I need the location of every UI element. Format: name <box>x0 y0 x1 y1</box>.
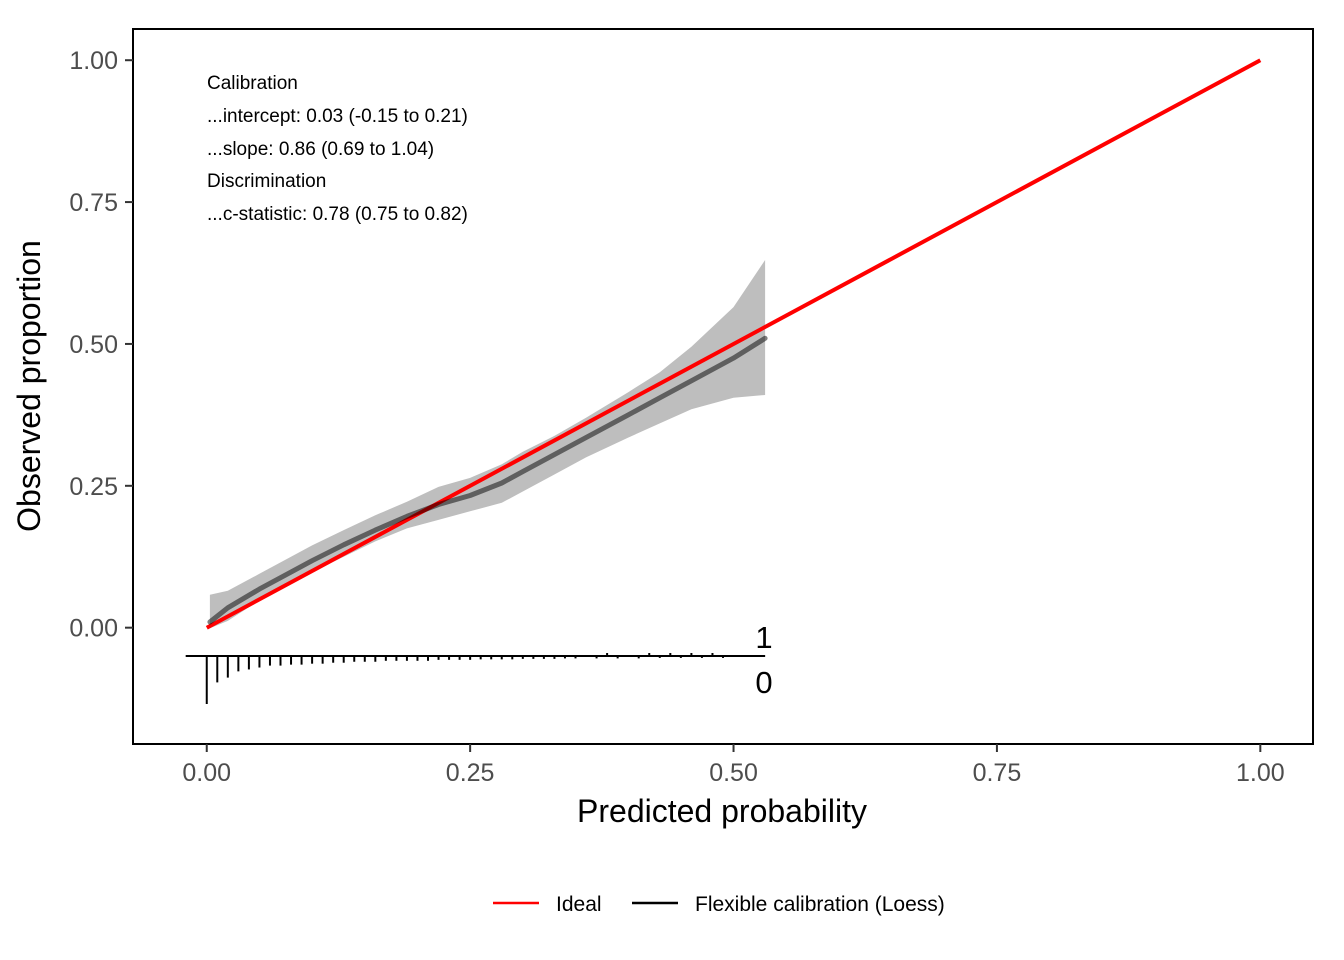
x-tick-label: 0.25 <box>446 759 495 787</box>
y-tick-label: 1.00 <box>69 47 118 75</box>
rug-layer <box>185 653 766 704</box>
x-tick-label: 0.50 <box>709 759 758 787</box>
legend-label-loess: Flexible calibration (Loess) <box>695 893 945 916</box>
axes-layer: 0.00 0.25 0.50 0.75 1.00 0.00 0.25 0.50 0.75 1.00 <box>69 47 1284 787</box>
ideal-line <box>205 58 1262 630</box>
rug-label-nonevents: 0 <box>755 665 772 700</box>
y-tick-label: 0.00 <box>69 615 118 643</box>
series-lines-layer <box>205 58 1262 630</box>
y-tick-label: 0.25 <box>69 473 118 501</box>
plot-panel-border <box>132 28 1314 745</box>
loess-confidence-band <box>209 260 766 629</box>
legend: Ideal Flexible calibration (Loess) <box>493 893 945 916</box>
y-axis-title: Observed proportion <box>11 240 47 532</box>
annotation-calibration: Calibration <box>207 73 298 94</box>
x-tick-label: 0.00 <box>182 759 231 787</box>
x-tick-label: 0.75 <box>973 759 1022 787</box>
confidence-band-layer <box>209 260 766 629</box>
y-tick-label: 0.75 <box>69 189 118 217</box>
annotation-discrimination: Discrimination <box>207 171 326 192</box>
annotation-c-statistic: ...c-statistic: 0.78 (0.75 to 0.82) <box>207 204 468 225</box>
x-axis-title: Predicted probability <box>577 793 867 829</box>
x-tick-label: 1.00 <box>1236 759 1285 787</box>
rug-label-events: 1 <box>755 620 772 655</box>
y-tick-label: 0.50 <box>69 331 118 359</box>
annotation-slope: ...slope: 0.86 (0.69 to 1.04) <box>207 139 434 160</box>
legend-label-ideal: Ideal <box>556 893 602 916</box>
loess-curve <box>207 335 768 625</box>
annotation-intercept: ...intercept: 0.03 (-0.15 to 0.21) <box>207 106 468 127</box>
